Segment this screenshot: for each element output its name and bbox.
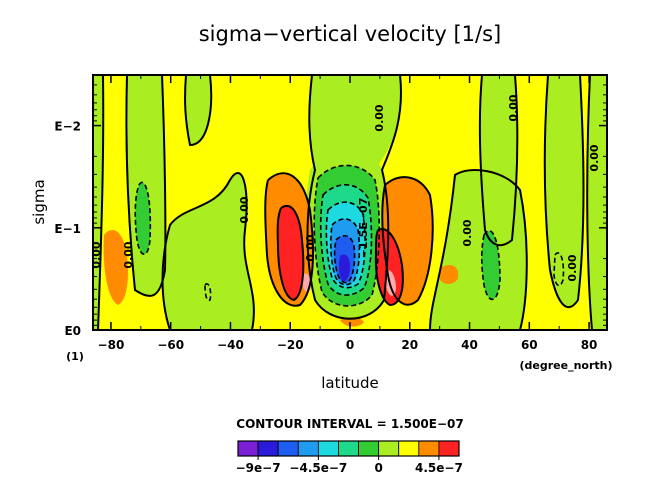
contour-label: 0.00 <box>238 196 251 223</box>
contour-label: 0.00 <box>461 219 474 246</box>
dashed-contour-50n <box>480 230 501 301</box>
plot-area: 0.00 0.00 0.00 0.00 −1.5E−07 0.00 0.00 0… <box>54 74 608 352</box>
contour-15n <box>381 176 434 306</box>
colorbar-swatch <box>277 440 299 457</box>
chart-title: sigma−vertical velocity [1/s] <box>199 22 502 46</box>
x-unit-label: (degree_north) <box>519 359 612 372</box>
negative-region-50s-upper <box>185 75 212 145</box>
colorbar-swatch <box>398 440 420 457</box>
y-axis-label: sigma <box>30 179 48 224</box>
colorbar-swatch <box>418 440 440 457</box>
x-tick-label: −80 <box>98 338 125 352</box>
contour-label: 0.00 <box>507 94 520 121</box>
colorbar-swatch <box>297 440 319 457</box>
colorbar-swatch <box>438 440 460 457</box>
zero-contour-5 <box>306 75 402 320</box>
negative-region-70n <box>544 75 584 308</box>
zero-contour-4 <box>161 172 255 330</box>
dashed-contour-45s <box>204 283 212 302</box>
y-axis: E0 E−1 E−2 <box>54 84 607 338</box>
y-tick-label: E−1 <box>54 222 81 236</box>
level-region-80s <box>103 230 128 305</box>
colorbar: −9e−7 −4.5e−7 0 4.5e−7 <box>236 440 463 475</box>
x-tick-label: 0 <box>346 338 354 352</box>
dashed-contour-equator-3 <box>325 201 366 289</box>
x-tick-label: 80 <box>581 338 598 352</box>
dashed-contour-equator-2 <box>319 184 373 296</box>
contour-label: 0.00 <box>304 234 317 261</box>
zero-contour-6 <box>429 169 528 330</box>
colorbar-swatch <box>378 440 400 457</box>
dashed-contour-equator-1 <box>313 164 381 307</box>
x-tick-label: −20 <box>277 338 304 352</box>
x-axis-label: latitude <box>321 374 379 392</box>
contour-15s <box>264 172 314 307</box>
level-region-65s-core <box>135 182 151 255</box>
negative-region-45s <box>162 173 254 330</box>
x-tick-label: 20 <box>401 338 418 352</box>
dashed-contour-equator-4 <box>329 218 361 286</box>
colorbar-tick-label: −4.5e−7 <box>289 461 347 475</box>
negative-region-equator-upper <box>309 75 401 170</box>
colorbar-swatch <box>237 440 259 457</box>
dashed-contour-70n <box>553 252 565 287</box>
level-region-40n <box>440 265 459 284</box>
contour-15s-inner <box>276 205 305 302</box>
y-unit-label: (1) <box>66 350 84 363</box>
contour-label: 0.00 <box>373 104 386 131</box>
colorbar-tick-label: −9e−7 <box>236 461 281 475</box>
level-region-50n-core <box>481 230 500 300</box>
colorbar-frame <box>237 440 460 457</box>
zero-contour-9 <box>586 75 593 330</box>
level-region-15n-core <box>375 229 403 305</box>
negative-region-55n <box>479 75 518 246</box>
contour-15n-inner <box>374 228 404 307</box>
negative-region-85n <box>587 75 607 330</box>
contour-label: 0.00 <box>566 254 579 281</box>
y-tick-label: E0 <box>64 324 81 338</box>
colorbar-swatch <box>358 440 380 457</box>
zero-contour-1 <box>97 75 105 330</box>
zero-contour-3 <box>184 75 213 147</box>
level-region-15s-core <box>277 205 304 300</box>
negative-region-west-edge <box>93 75 104 330</box>
colorbar-tick-label: 4.5e−7 <box>415 461 463 475</box>
contour-label: 0.00 <box>122 241 135 268</box>
x-tick-label: −60 <box>157 338 184 352</box>
zero-contour-2 <box>125 75 167 297</box>
x-tick-label: 60 <box>521 338 538 352</box>
zero-contour-7 <box>478 75 519 247</box>
level-region-equator-6 <box>339 254 350 282</box>
contour-label: 0.00 <box>90 241 103 268</box>
colorbar-swatch <box>338 440 359 457</box>
x-tick-label: −40 <box>217 338 244 352</box>
x-tick-label: 40 <box>461 338 478 352</box>
contour-label: −1.5E−07 <box>357 198 370 259</box>
x-axis: −80 −60 −40 −20 0 20 40 60 80 <box>98 75 598 352</box>
y-tick-label: E−2 <box>54 120 81 134</box>
zero-contour-8 <box>543 75 585 308</box>
colorbar-swatch <box>257 440 279 457</box>
dashed-contour-65s <box>134 181 152 256</box>
contour-label: 0.00 <box>588 144 601 171</box>
colorbar-swatch <box>317 440 339 457</box>
dashed-contour-equator-5 <box>333 234 356 284</box>
contour-interval-text: CONTOUR INTERVAL = 1.500E−07 <box>236 417 463 431</box>
colorbar-tick-label: 0 <box>374 461 382 475</box>
